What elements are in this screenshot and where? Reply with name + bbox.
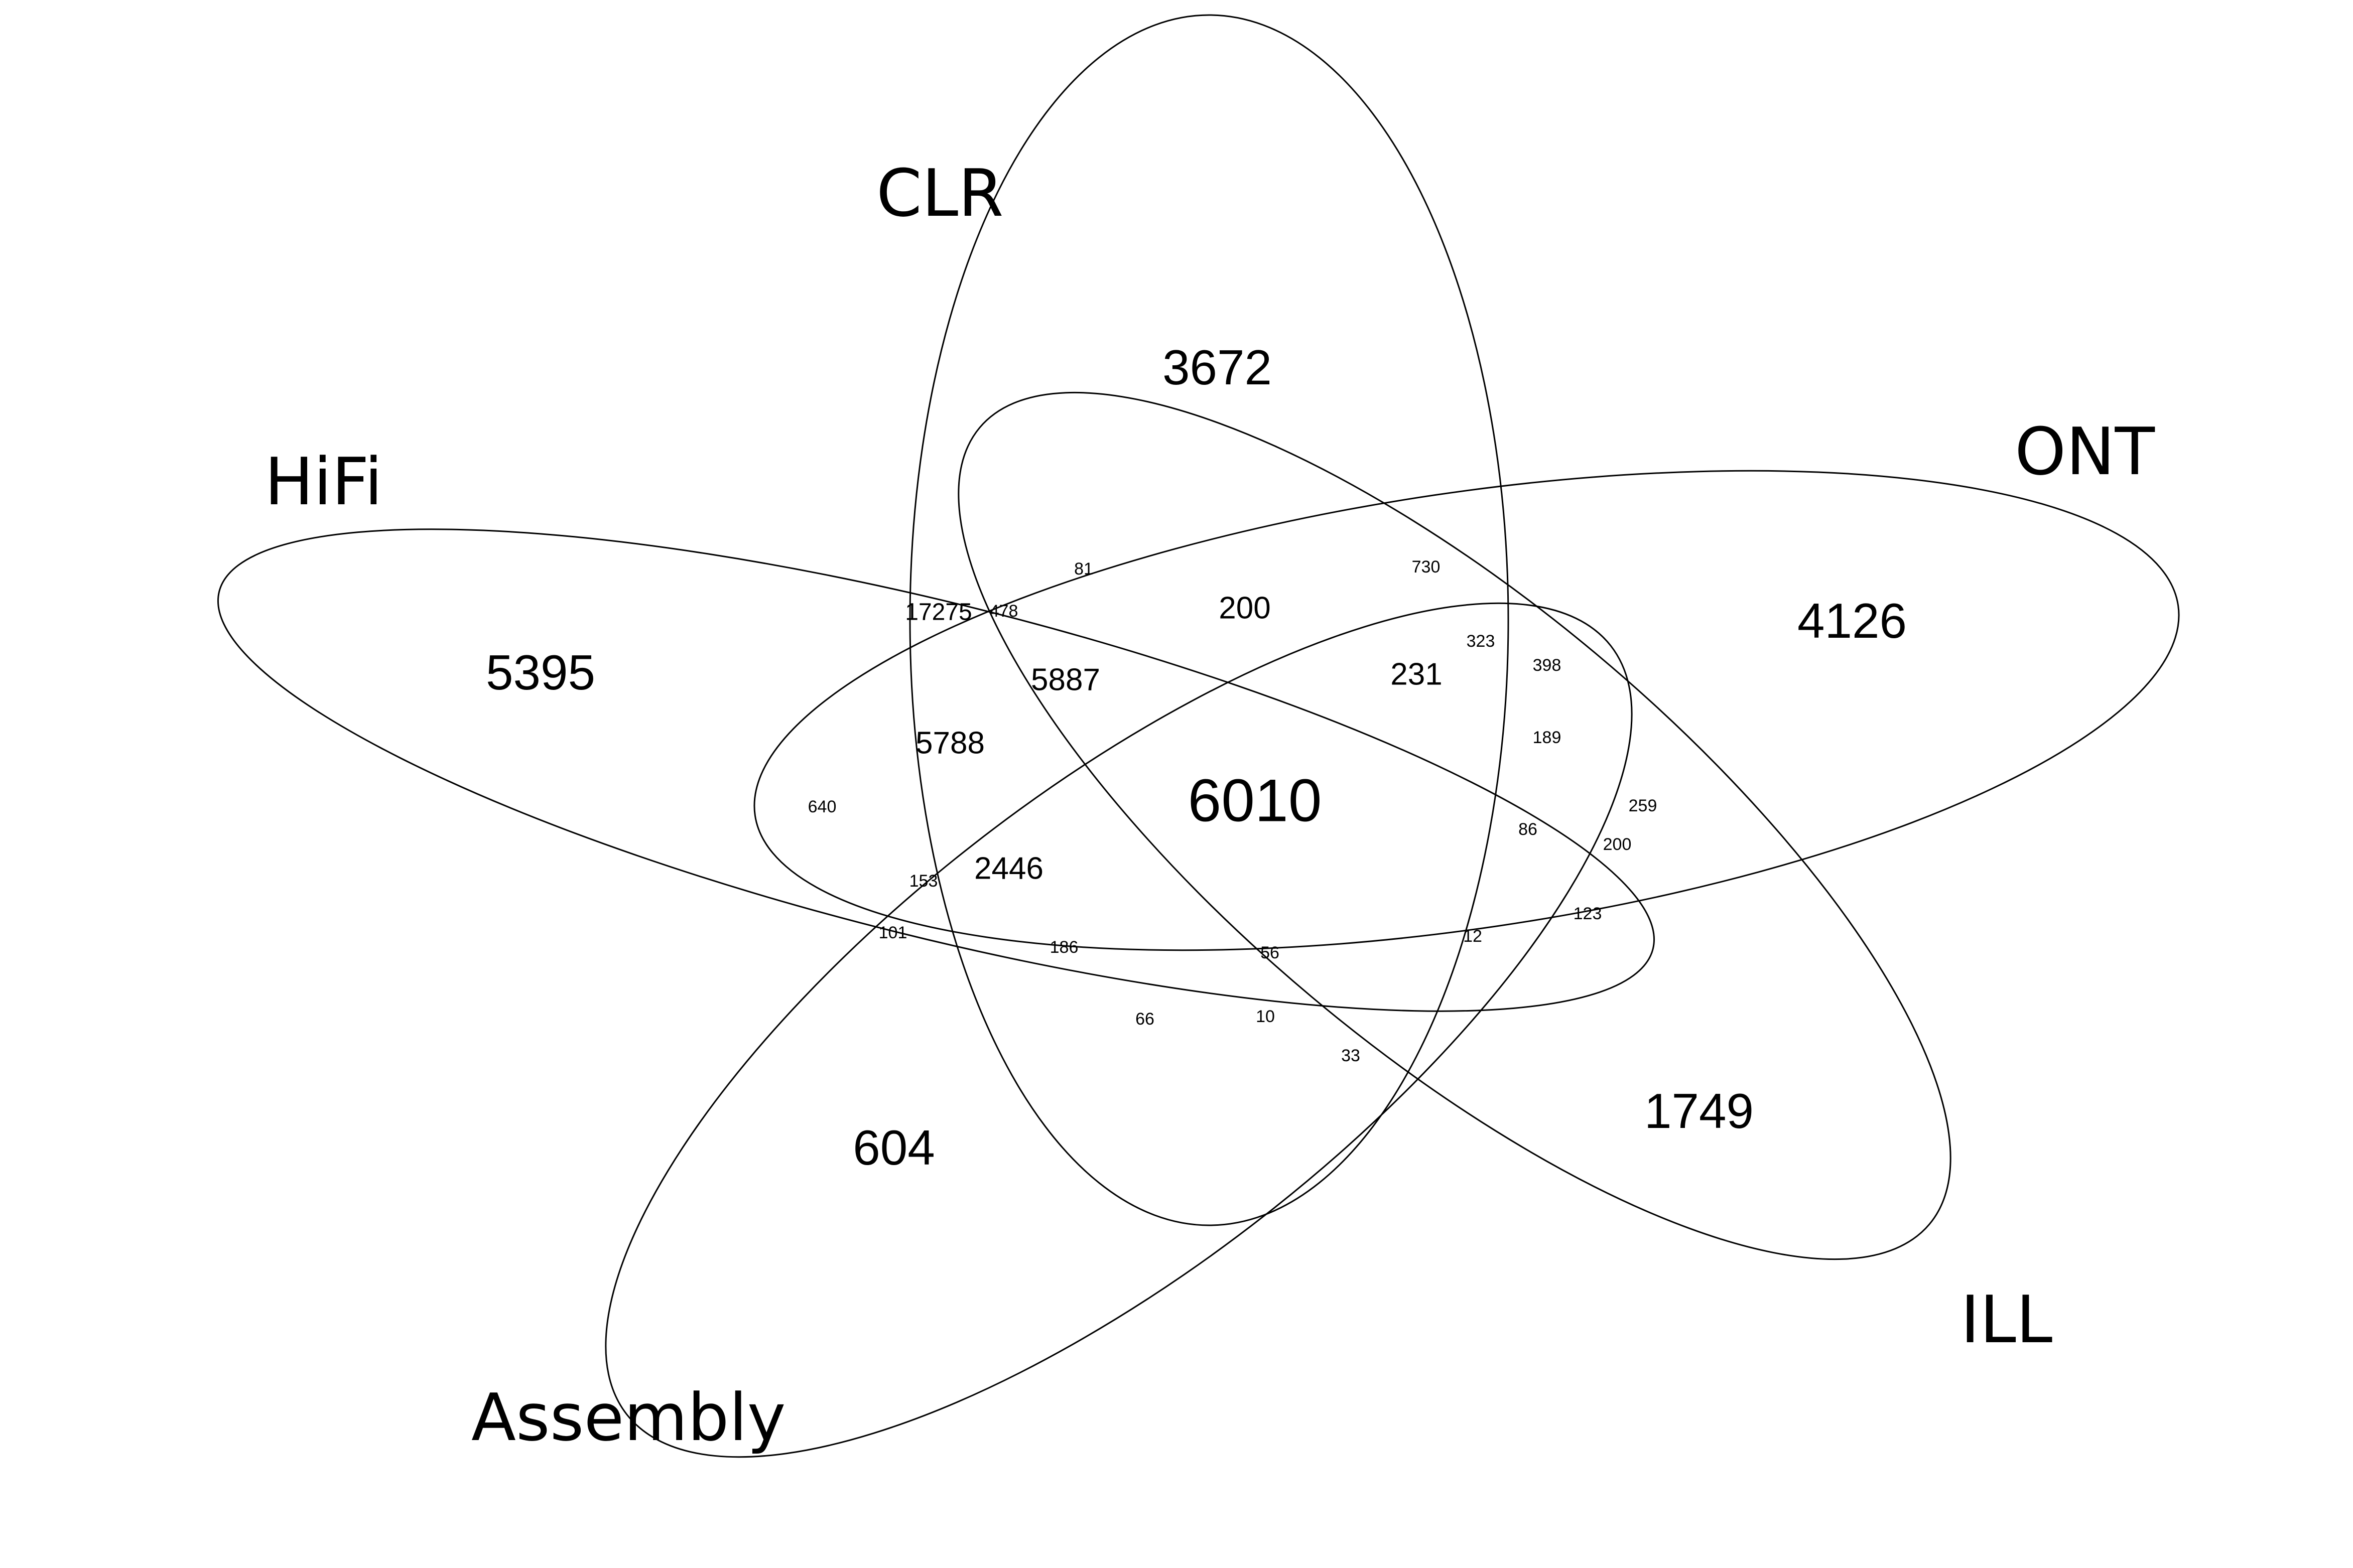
region-count-153: 153 [909,872,938,891]
region-count-10: 10 [1256,1007,1275,1026]
region-count-12: 12 [1463,927,1482,946]
region-count-5788: 5788 [916,726,985,760]
clr-set-ellipse [909,14,1509,1226]
region-count-323: 323 [1467,632,1495,651]
region-count-56: 56 [1260,943,1279,962]
region-count-186: 186 [1050,938,1079,957]
region-count-2446: 2446 [974,851,1043,886]
set-label-hifi: HiFi [265,444,382,520]
region-count-259: 259 [1629,796,1657,815]
region-count-17275: 17275 [905,599,972,626]
region-count-640: 640 [808,797,837,816]
set-label-ill: ILL [1960,1281,2052,1358]
region-count-33: 33 [1341,1046,1360,1065]
region-count-81: 81 [1074,559,1093,579]
region-count-all-five: 6010 [1188,767,1322,834]
region-count-123: 123 [1574,904,1602,923]
region-count-189: 189 [1533,728,1561,747]
region-count-398: 398 [1533,656,1561,675]
region-count-730: 730 [1412,557,1441,577]
region-count-86: 86 [1518,820,1537,839]
set-label-clr: CLR [876,155,1004,231]
set-label-ont: ONT [2015,413,2155,490]
region-count-clr-only: 3672 [1162,340,1272,395]
region-count-assembly-only: 604 [853,1120,935,1175]
region-count-ill-only: 1749 [1644,1083,1754,1138]
region-count-ont-only: 4126 [1797,593,1907,648]
ont-set-ellipse [753,470,2180,951]
region-count-200-top: 200 [1219,591,1270,625]
set-label-assembly: Assembly [471,1379,786,1456]
region-count-hifi-only: 5395 [486,645,595,700]
region-count-101: 101 [879,923,907,942]
region-count-66: 66 [1135,1010,1154,1029]
region-count-5887: 5887 [1031,662,1100,697]
ill-set-ellipse [958,391,1951,1260]
assembly-set-ellipse [605,602,1633,1458]
region-count-478: 478 [990,602,1018,621]
region-count-231: 231 [1390,657,1442,691]
region-count-200-right: 200 [1603,835,1632,854]
hifi-set-ellipse [217,528,1655,1012]
